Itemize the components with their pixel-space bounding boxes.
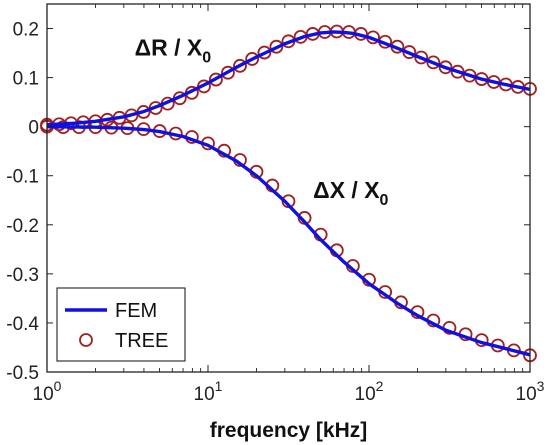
axes-frame [46,3,531,373]
x-tick-label: 100 [33,378,62,405]
y-tick-label: 0.1 [13,69,39,90]
y-tick-label: -0.4 [6,314,39,335]
y-tick-label: -0.3 [6,265,39,286]
tree-marker-dR [438,60,453,75]
x-tick-label: 101 [194,378,223,405]
y-tick-label: 0.2 [13,20,39,41]
y-tick-label: 0 [28,118,39,139]
y-axis: 0.2 0.1 0 -0.1 -0.2 -0.3 -0.4 -0.5 [6,20,530,384]
tree-marker-dR [245,52,260,66]
y-tick-label: -0.5 [6,363,39,384]
legend-label: FEM [115,300,157,322]
legend: FEM TREE [56,287,186,362]
x-tick-label: 102 [355,378,384,405]
x-axis-label: frequency [kHz] [210,419,368,442]
y-tick-label: -0.1 [6,167,39,188]
x-tick-label: 103 [516,378,545,405]
fem-lines [46,30,531,357]
fem-line-dR [46,30,531,127]
curve-annotation: ΔR / X0 [135,35,212,67]
legend-tree-swatch [79,333,93,347]
curve-annotation: ΔX / X0 [313,177,388,209]
tree-marker-dR [426,55,441,70]
tree-marker-dR [414,50,429,65]
x-axis: 100 101 102 103 [33,4,545,405]
tree-marker-dR [257,45,272,60]
curve-annotations: ΔR / X0 ΔX / X0 [135,35,389,209]
tree-marker-dR [209,72,223,87]
legend-box [56,287,186,362]
legend-label: TREE [115,330,168,352]
y-tick-label: -0.2 [6,216,39,237]
fem-line-dX [46,124,531,357]
tree-marker-dR [221,65,235,80]
tree-marker-dR [233,58,247,73]
